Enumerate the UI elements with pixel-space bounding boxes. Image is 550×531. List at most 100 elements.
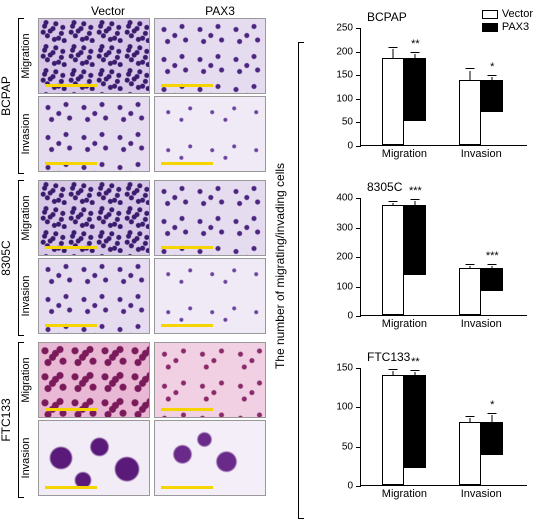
- scale-bar: [161, 324, 213, 327]
- micrograph: [38, 342, 150, 418]
- plot-area: 050100150**Migration*Invasion: [360, 368, 527, 486]
- scale-bar: [161, 84, 213, 87]
- error-cap: [389, 201, 398, 202]
- y-tick: [356, 287, 361, 288]
- significance-marker: **: [411, 38, 420, 50]
- bar-chart-ftc133: FTC133050100150**Migration*Invasion: [312, 348, 537, 508]
- y-tick-label: 200: [336, 46, 353, 57]
- scale-bar: [161, 486, 213, 489]
- micrograph: [38, 18, 150, 94]
- y-tick: [356, 316, 361, 317]
- y-tick: [356, 52, 361, 53]
- bar-vector: [382, 58, 404, 145]
- y-axis-bracket: [298, 42, 304, 519]
- error-cap: [488, 413, 497, 414]
- bar-vector: [459, 80, 481, 145]
- error-bar: [470, 71, 471, 81]
- bar-chart-bcpap: BCPAPVectorPAX3050100150200250**Migratio…: [312, 8, 537, 168]
- bar-group: *: [456, 422, 506, 485]
- x-category-label: Migration: [382, 148, 427, 160]
- bar-group: ***: [379, 205, 429, 315]
- image-row: Migration: [24, 180, 276, 256]
- y-tick-label: 100: [336, 402, 353, 413]
- error-bar: [393, 203, 394, 207]
- error-bar: [470, 418, 471, 423]
- y-tick: [356, 146, 361, 147]
- error-bar: [492, 266, 493, 269]
- bar-pax3: *: [481, 80, 503, 112]
- error-cap: [466, 416, 475, 417]
- error-cap: [488, 75, 497, 76]
- error-cap: [466, 68, 475, 69]
- y-axis-title: The number of migrating/invading cells: [273, 162, 287, 368]
- y-tick-label: 100: [336, 93, 353, 104]
- error-bar: [415, 372, 416, 376]
- chart-panel: The number of migrating/invading cells B…: [280, 0, 550, 531]
- error-cap: [411, 52, 420, 53]
- significance-marker: ***: [486, 250, 499, 262]
- row-label: Invasion: [24, 96, 38, 172]
- chart-title: FTC133: [367, 350, 410, 364]
- error-cap: [389, 47, 398, 48]
- row-label: Migration: [24, 342, 38, 418]
- plot-area: 0100200300400***Migration***Invasion: [360, 198, 527, 316]
- micrograph: [38, 96, 150, 172]
- y-tick: [356, 486, 361, 487]
- scale-bar: [45, 486, 97, 489]
- error-bar: [393, 49, 394, 58]
- significance-marker: **: [411, 356, 420, 368]
- y-tick-label: 150: [336, 70, 353, 81]
- image-row: Migration: [24, 18, 276, 94]
- micrograph: [154, 18, 266, 94]
- error-cap: [488, 264, 497, 265]
- figure: Vector PAX3 BCPAP Migration Invasion 8305CM…: [0, 0, 550, 531]
- image-row: Invasion: [24, 420, 276, 496]
- error-cap: [411, 199, 420, 200]
- bar-group: **: [379, 58, 429, 145]
- micrograph: [38, 180, 150, 256]
- row-label: Migration: [24, 18, 38, 94]
- bar-pax3: ***: [481, 268, 503, 291]
- cellline-block-bcpap: BCPAPMigrationInvasion: [10, 18, 276, 174]
- x-category-label: Migration: [382, 488, 427, 500]
- plot-area: 050100150200250**Migration*Invasion: [360, 28, 527, 146]
- col-header-vector: Vector: [52, 4, 164, 18]
- legend-swatch: [482, 10, 498, 19]
- y-tick-label: 0: [347, 141, 353, 152]
- bar-group: ***: [456, 268, 506, 315]
- bar-group: **: [379, 375, 429, 485]
- error-bar: [415, 201, 416, 206]
- y-tick-label: 50: [342, 117, 353, 128]
- error-bar: [415, 54, 416, 59]
- y-tick: [356, 257, 361, 258]
- micrograph: [38, 420, 150, 496]
- cellline-block-8305c: 8305CMigrationInvasion: [10, 180, 276, 336]
- bar-pax3: ***: [404, 205, 426, 274]
- image-row: Invasion: [24, 96, 276, 172]
- error-bar: [393, 371, 394, 376]
- scale-bar: [45, 246, 97, 249]
- micrograph: [154, 258, 266, 334]
- y-tick-label: 250: [336, 23, 353, 34]
- bar-group: *: [456, 80, 506, 145]
- scale-bar: [45, 408, 97, 411]
- y-tick: [356, 228, 361, 229]
- y-tick: [356, 198, 361, 199]
- error-cap: [389, 369, 398, 370]
- error-cap: [411, 370, 420, 371]
- y-tick-label: 0: [347, 311, 353, 322]
- chart-title: BCPAP: [367, 10, 407, 24]
- x-category-label: Invasion: [461, 488, 502, 500]
- bar-pax3: *: [481, 422, 503, 455]
- micrograph: [154, 180, 266, 256]
- column-headers: Vector PAX3: [52, 4, 276, 18]
- micrograph-panel: Vector PAX3 BCPAPMigrationInvasion8305CM…: [0, 0, 280, 531]
- error-bar: [492, 415, 493, 423]
- significance-marker: *: [490, 399, 494, 411]
- y-tick: [356, 447, 361, 448]
- y-tick-label: 300: [336, 222, 353, 233]
- error-bar: [470, 266, 471, 268]
- error-cap: [466, 264, 475, 265]
- bar-vector: [459, 422, 481, 485]
- y-tick: [356, 407, 361, 408]
